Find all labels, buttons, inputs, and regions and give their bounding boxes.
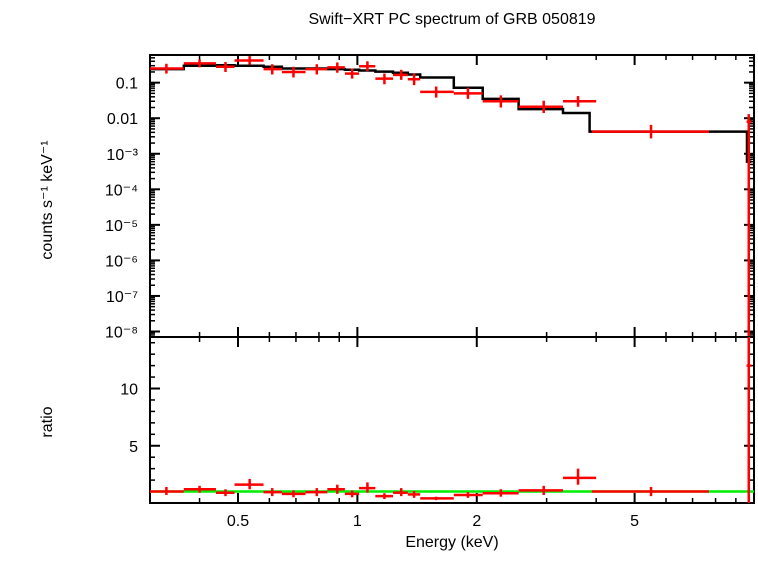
data-point	[393, 69, 408, 80]
ratio-marks: 0.5 1 2 5 5 10	[120, 336, 755, 530]
y-tick-label: 10⁻⁷	[106, 289, 138, 306]
data-point	[263, 64, 282, 75]
ratio-point	[453, 492, 483, 498]
x-tick-label: 2	[472, 513, 481, 530]
x-tick-label: 5	[630, 513, 639, 530]
y-tick-label: 0.01	[107, 111, 138, 128]
x-tick-label: 0.5	[227, 513, 249, 530]
ratio-y-axis-label: ratio	[39, 406, 56, 437]
y-tick-label: 0.1	[116, 76, 138, 93]
data-point	[407, 73, 421, 86]
spectrum-frame	[149, 54, 755, 338]
data-point	[375, 73, 394, 85]
data-point	[150, 63, 184, 74]
spectrum-marks: 0.1 0.01 10⁻³ 10⁻⁴ 10⁻⁵ 10⁻⁶ 10⁻⁷ 10⁻⁸	[105, 54, 755, 341]
x-axis-label: Energy (keV)	[405, 534, 498, 551]
data-point	[327, 62, 345, 73]
ratio-point	[305, 488, 328, 497]
ratio-point	[234, 478, 264, 490]
data-point	[453, 87, 483, 99]
y-tick-label: 10⁻⁸	[105, 324, 138, 341]
ratio-point	[150, 486, 184, 495]
ratio-point	[281, 490, 306, 498]
ratio-point	[746, 337, 752, 503]
ratio-point	[359, 482, 376, 493]
x-tick-label: 1	[353, 513, 362, 530]
ratio-point	[327, 484, 345, 494]
y-tick-label: 10⁻⁶	[105, 253, 138, 270]
ratio-panel: ratio 0.5 1 2 5 5 10	[39, 336, 755, 530]
ratio-point	[420, 496, 454, 501]
ratio-point	[482, 489, 519, 497]
data-point	[215, 62, 235, 72]
ratio-tick-label: 5	[129, 439, 138, 456]
ratio-point	[215, 489, 235, 497]
ratio-point	[563, 468, 597, 485]
chart-title: Swift−XRT PC spectrum of GRB 050819	[308, 11, 595, 28]
data-point	[482, 95, 519, 108]
data-point	[305, 64, 328, 75]
y-tick-label: 10⁻⁵	[105, 218, 138, 235]
data-point	[746, 114, 752, 337]
data-point	[420, 86, 454, 98]
data-point	[183, 59, 216, 68]
data-point	[518, 100, 564, 114]
y-tick-label: 10⁻⁴	[105, 182, 138, 199]
spectrum-y-axis-label: counts s⁻¹ keV⁻¹	[39, 140, 56, 259]
ratio-frame	[149, 336, 755, 504]
data-point	[359, 61, 376, 72]
data-point	[563, 96, 597, 107]
data-point	[234, 56, 264, 65]
ratio-point	[518, 485, 564, 495]
ratio-tick-label: 10	[120, 382, 138, 399]
ratio-point	[183, 485, 216, 493]
ratio-point	[263, 488, 282, 497]
y-tick-label: 10⁻³	[106, 147, 138, 164]
ratio-point	[407, 490, 421, 498]
ratio-point	[344, 490, 360, 498]
ratio-point	[591, 486, 709, 497]
ratio-point	[393, 488, 408, 497]
spectrum-panel: counts s⁻¹ keV⁻¹ 0.1 0.01 10⁻³ 10⁻⁴ 10⁻⁵ 10⁻⁶…	[39, 54, 755, 341]
model-step-line	[150, 63, 752, 163]
data-point	[591, 124, 709, 139]
data-point	[281, 66, 306, 78]
ratio-point	[375, 493, 394, 499]
data-point	[344, 68, 360, 79]
